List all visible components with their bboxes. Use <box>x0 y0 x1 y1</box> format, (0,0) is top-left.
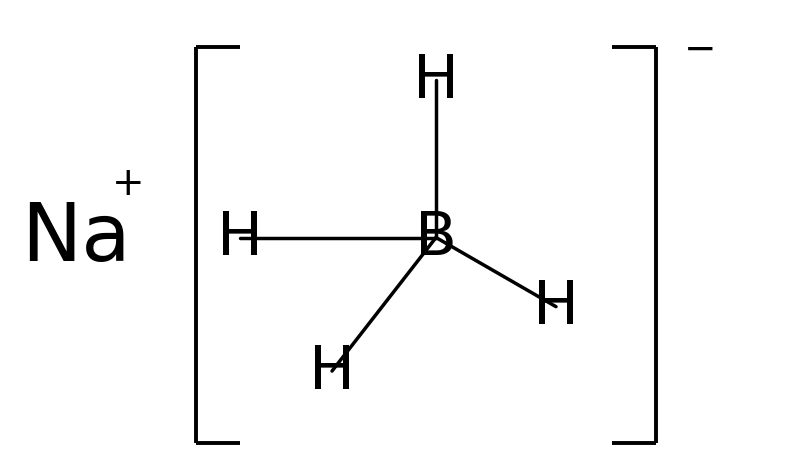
Text: B: B <box>415 208 457 268</box>
Text: H: H <box>533 278 579 337</box>
Text: Na: Na <box>21 199 131 277</box>
Text: +: + <box>112 164 144 202</box>
Text: −: − <box>684 31 717 69</box>
Text: H: H <box>217 208 263 268</box>
Text: H: H <box>413 51 459 110</box>
Text: H: H <box>309 342 355 401</box>
